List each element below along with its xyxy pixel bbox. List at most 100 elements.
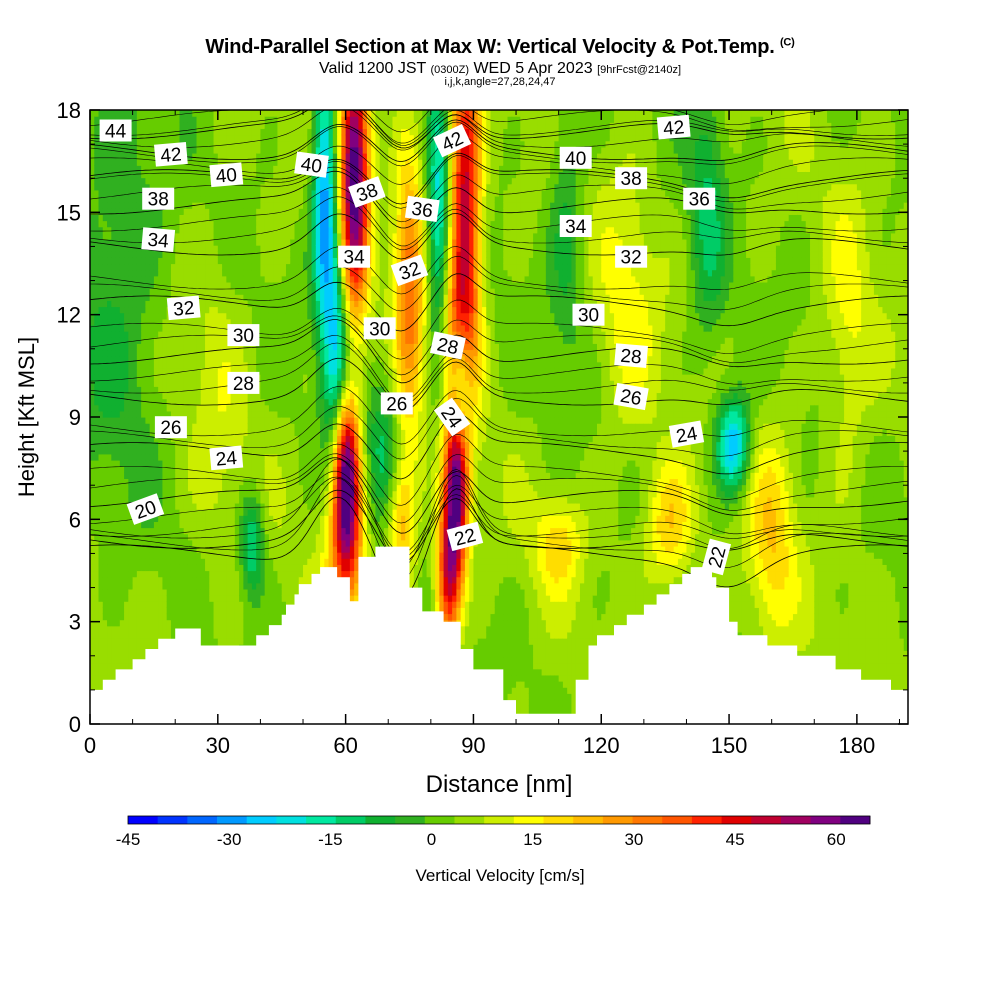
velocity-cell <box>226 318 232 326</box>
velocity-cell <box>149 484 155 492</box>
velocity-cell <box>234 638 240 645</box>
velocity-cell <box>179 355 185 363</box>
velocity-cell <box>290 429 296 437</box>
velocity-cell <box>196 472 202 479</box>
velocity-cell <box>141 398 146 406</box>
velocity-cell <box>183 140 189 148</box>
velocity-cell <box>251 576 257 584</box>
velocity-cell <box>260 177 266 185</box>
velocity-cell <box>209 324 215 332</box>
velocity-cell <box>183 392 189 400</box>
velocity-cell <box>192 509 198 516</box>
velocity-cell <box>162 220 168 228</box>
velocity-cell <box>149 306 155 314</box>
velocity-cell <box>205 128 210 136</box>
velocity-cell <box>234 619 240 627</box>
velocity-cell <box>102 398 108 406</box>
velocity-cell <box>234 441 240 449</box>
velocity-cell <box>166 588 172 596</box>
velocity-cell <box>145 613 151 621</box>
velocity-cell <box>273 294 279 301</box>
velocity-cell <box>217 638 223 645</box>
velocity-cell <box>158 515 164 522</box>
chart-subtitle: Valid 1200 JST (0300Z) WED 5 Apr 2023 [9… <box>0 60 1000 78</box>
velocity-cell <box>209 331 215 338</box>
velocity-cell <box>217 146 223 154</box>
velocity-cell <box>170 269 176 277</box>
velocity-cell <box>230 539 236 547</box>
velocity-cell <box>166 509 172 516</box>
velocity-cell <box>175 601 181 608</box>
velocity-cell <box>179 521 185 529</box>
velocity-cell <box>136 435 142 443</box>
velocity-cell <box>162 496 168 504</box>
velocity-cell <box>115 607 121 615</box>
velocity-cell <box>200 570 206 578</box>
velocity-cell <box>200 545 206 553</box>
velocity-cell <box>290 509 296 516</box>
velocity-cell <box>149 472 155 479</box>
velocity-cell <box>124 410 129 418</box>
velocity-cell <box>264 607 270 615</box>
velocity-cell <box>102 595 108 602</box>
velocity-cell <box>166 367 172 375</box>
velocity-cell <box>268 509 274 516</box>
velocity-cell <box>213 484 219 492</box>
velocity-cell <box>98 539 104 547</box>
velocity-cell <box>90 183 95 191</box>
velocity-cell <box>294 306 300 314</box>
velocity-cell <box>247 263 253 271</box>
velocity-cell <box>132 410 138 418</box>
velocity-cell <box>153 410 159 418</box>
velocity-cell <box>256 189 262 197</box>
velocity-cell <box>115 226 121 234</box>
velocity-cell <box>132 355 138 363</box>
velocity-cell <box>149 576 155 584</box>
velocity-cell <box>149 128 155 136</box>
velocity-cell <box>281 134 287 142</box>
velocity-cell <box>102 607 108 615</box>
velocity-cell <box>166 441 172 449</box>
velocity-cell <box>196 232 202 240</box>
velocity-cell <box>119 398 125 406</box>
velocity-cell <box>247 533 253 541</box>
velocity-cell <box>119 447 125 455</box>
velocity-cell <box>187 269 193 277</box>
velocity-cell <box>239 539 244 547</box>
velocity-cell <box>247 588 253 596</box>
velocity-cell <box>196 116 202 123</box>
velocity-cell <box>111 361 117 369</box>
velocity-cell <box>234 232 240 240</box>
velocity-cell <box>290 490 296 498</box>
velocity-cell <box>187 238 193 246</box>
velocity-cell <box>196 183 202 191</box>
velocity-cell <box>153 214 159 222</box>
velocity-cell <box>230 533 236 541</box>
velocity-cell <box>294 202 300 209</box>
velocity-cell <box>251 607 257 615</box>
velocity-cell <box>222 576 227 584</box>
velocity-cell <box>277 595 283 602</box>
velocity-cell <box>102 392 108 400</box>
velocity-cell <box>115 361 121 369</box>
velocity-cell <box>239 263 244 271</box>
velocity-cell <box>277 466 283 473</box>
velocity-cell <box>179 281 185 289</box>
velocity-cell <box>239 226 244 234</box>
velocity-cell <box>200 638 206 645</box>
velocity-cell <box>277 214 283 222</box>
velocity-cell <box>243 496 249 504</box>
velocity-cell <box>124 140 129 148</box>
velocity-cell <box>200 515 206 522</box>
velocity-cell <box>226 595 232 602</box>
velocity-cell <box>90 527 95 535</box>
velocity-cell <box>102 490 108 498</box>
velocity-cell <box>260 159 266 166</box>
velocity-cell <box>290 570 296 578</box>
velocity-cell <box>230 478 236 486</box>
velocity-cell <box>264 441 270 449</box>
velocity-cell <box>179 251 185 258</box>
velocity-cell <box>158 269 164 277</box>
velocity-cell <box>124 564 129 572</box>
